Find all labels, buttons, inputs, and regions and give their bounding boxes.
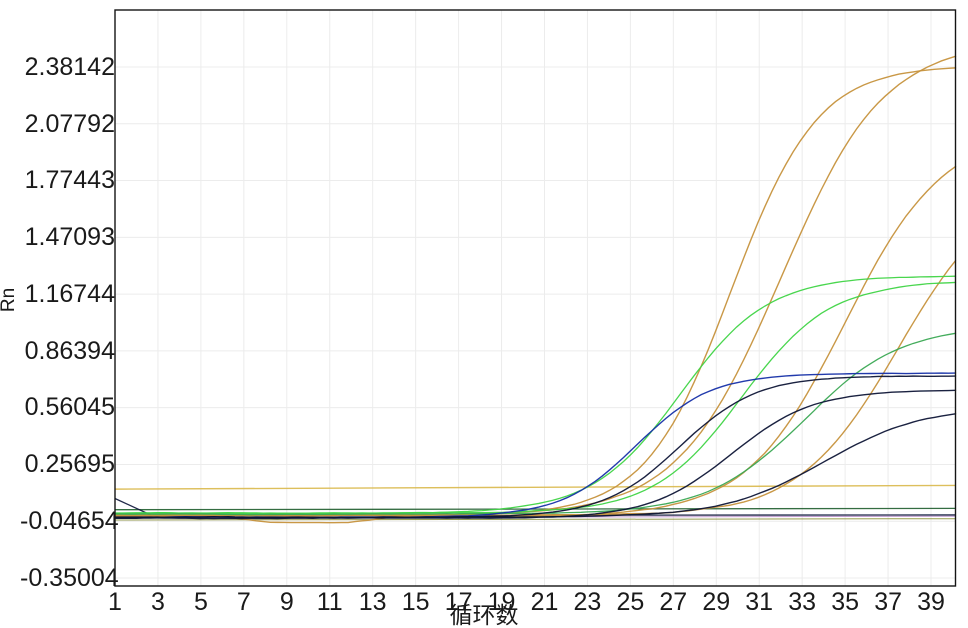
svg-text:Rn: Rn: [0, 288, 19, 312]
